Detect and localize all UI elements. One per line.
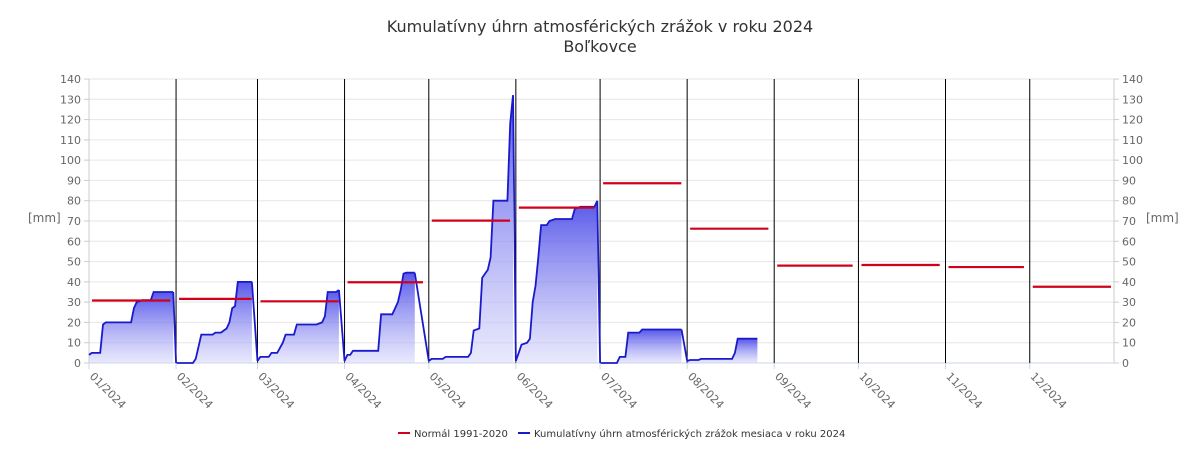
y-tick-label: 100 [1122,154,1143,167]
x-tick-label: 07/2024 [598,370,640,412]
y-tick-label: 30 [1122,296,1136,309]
y-axis-left: 0 10 20 30 40 50 60 70 80 90 100 110 120 130 140 [60,73,89,370]
month-transition-line [413,272,430,362]
legend: Normál 1991-2020 Kumulatívny úhrn atmosfé… [398,428,845,440]
monthly-cumulative-line [600,328,682,364]
x-axis: 01/2024 02/2024 03/2024 04/2024 05/2024 06/20… [87,363,1069,411]
y-tick-label: 20 [1122,316,1136,329]
x-tick-label: 06/2024 [514,370,556,412]
y-tick-label: 20 [67,316,81,329]
y-tick-label: 40 [1122,276,1136,289]
month-transition-line [596,200,601,364]
x-tick-label: 03/2024 [255,370,297,412]
monthly-area [428,95,513,363]
y-tick-label: 110 [60,134,81,147]
y-tick-label: 100 [60,154,81,167]
x-tick-label: 01/2024 [87,370,129,412]
month-transition-line [680,329,689,362]
monthly-cumulative-line [176,280,252,364]
y-tick-label: 0 [74,357,81,370]
monthly-cumulative-line [88,291,174,356]
x-tick-label: 11/2024 [943,370,985,412]
monthly-area [687,338,758,363]
x-tick-label: 05/2024 [427,370,469,412]
y-tick-label: 30 [67,296,81,309]
y-tick-label: 120 [1122,114,1143,127]
monthly-cumulative-line [428,95,514,362]
y-tick-label: 80 [1122,195,1136,208]
y-axis-label-right: [mm] [1146,211,1179,225]
y-tick-label: 70 [67,215,81,228]
month-transition-line [338,289,346,362]
y-tick-label: 50 [67,256,81,269]
x-tick-label: 02/2024 [174,370,216,412]
x-tick-label: 12/2024 [1028,370,1070,412]
x-tick-label: 09/2024 [772,370,814,412]
y-tick-label: 110 [1122,134,1143,147]
monthly-area [257,290,339,363]
x-tick-label: 04/2024 [342,370,384,412]
y-axis-right: 0 10 20 30 40 50 60 70 80 90 100 110 120 130 140 [1114,73,1143,370]
y-tick-label: 90 [67,174,81,187]
y-tick-label: 90 [1122,174,1136,187]
y-tick-label: 130 [1122,93,1143,106]
y-tick-label: 140 [1122,73,1143,86]
y-axis-label-left: [mm] [28,211,61,225]
monthly-cumulative-line [343,271,415,362]
y-tick-label: 130 [60,93,81,106]
y-tick-label: 140 [60,73,81,86]
y-tick-label: 120 [60,114,81,127]
normal-segments [92,182,1111,303]
x-tick-label: 08/2024 [685,370,727,412]
y-tick-label: 70 [1122,215,1136,228]
legend-label-normal: Normál 1991-2020 [414,428,508,440]
monthly-area [600,329,682,363]
y-tick-label: 60 [1122,235,1136,248]
y-tick-label: 60 [67,235,81,248]
x-tick-label: 10/2024 [856,370,898,412]
monthly-area [515,200,598,363]
month-transition-line [512,95,517,361]
y-tick-label: 40 [67,276,81,289]
monthly-cumulative-line [256,289,340,362]
monthly-area [176,281,252,363]
monthly-area [344,272,415,363]
y-tick-label: 10 [1122,337,1136,350]
chart-title: Kumulatívny úhrn atmosférických zrážok v… [387,17,813,36]
y-tick-label: 80 [67,195,81,208]
chart-subtitle: Boľkovce [563,37,636,56]
y-tick-label: 10 [67,337,81,350]
month-transition-line [172,291,177,364]
cumulative-area [88,95,758,364]
y-tick-label: 50 [1122,256,1136,269]
y-tick-label: 0 [1122,357,1129,370]
monthly-area [89,292,174,363]
month-transition-line [250,281,259,362]
legend-label-cumulative: Kumulatívny úhrn atmosférických zrážok m… [534,428,845,440]
monthly-cumulative-line [686,337,758,362]
